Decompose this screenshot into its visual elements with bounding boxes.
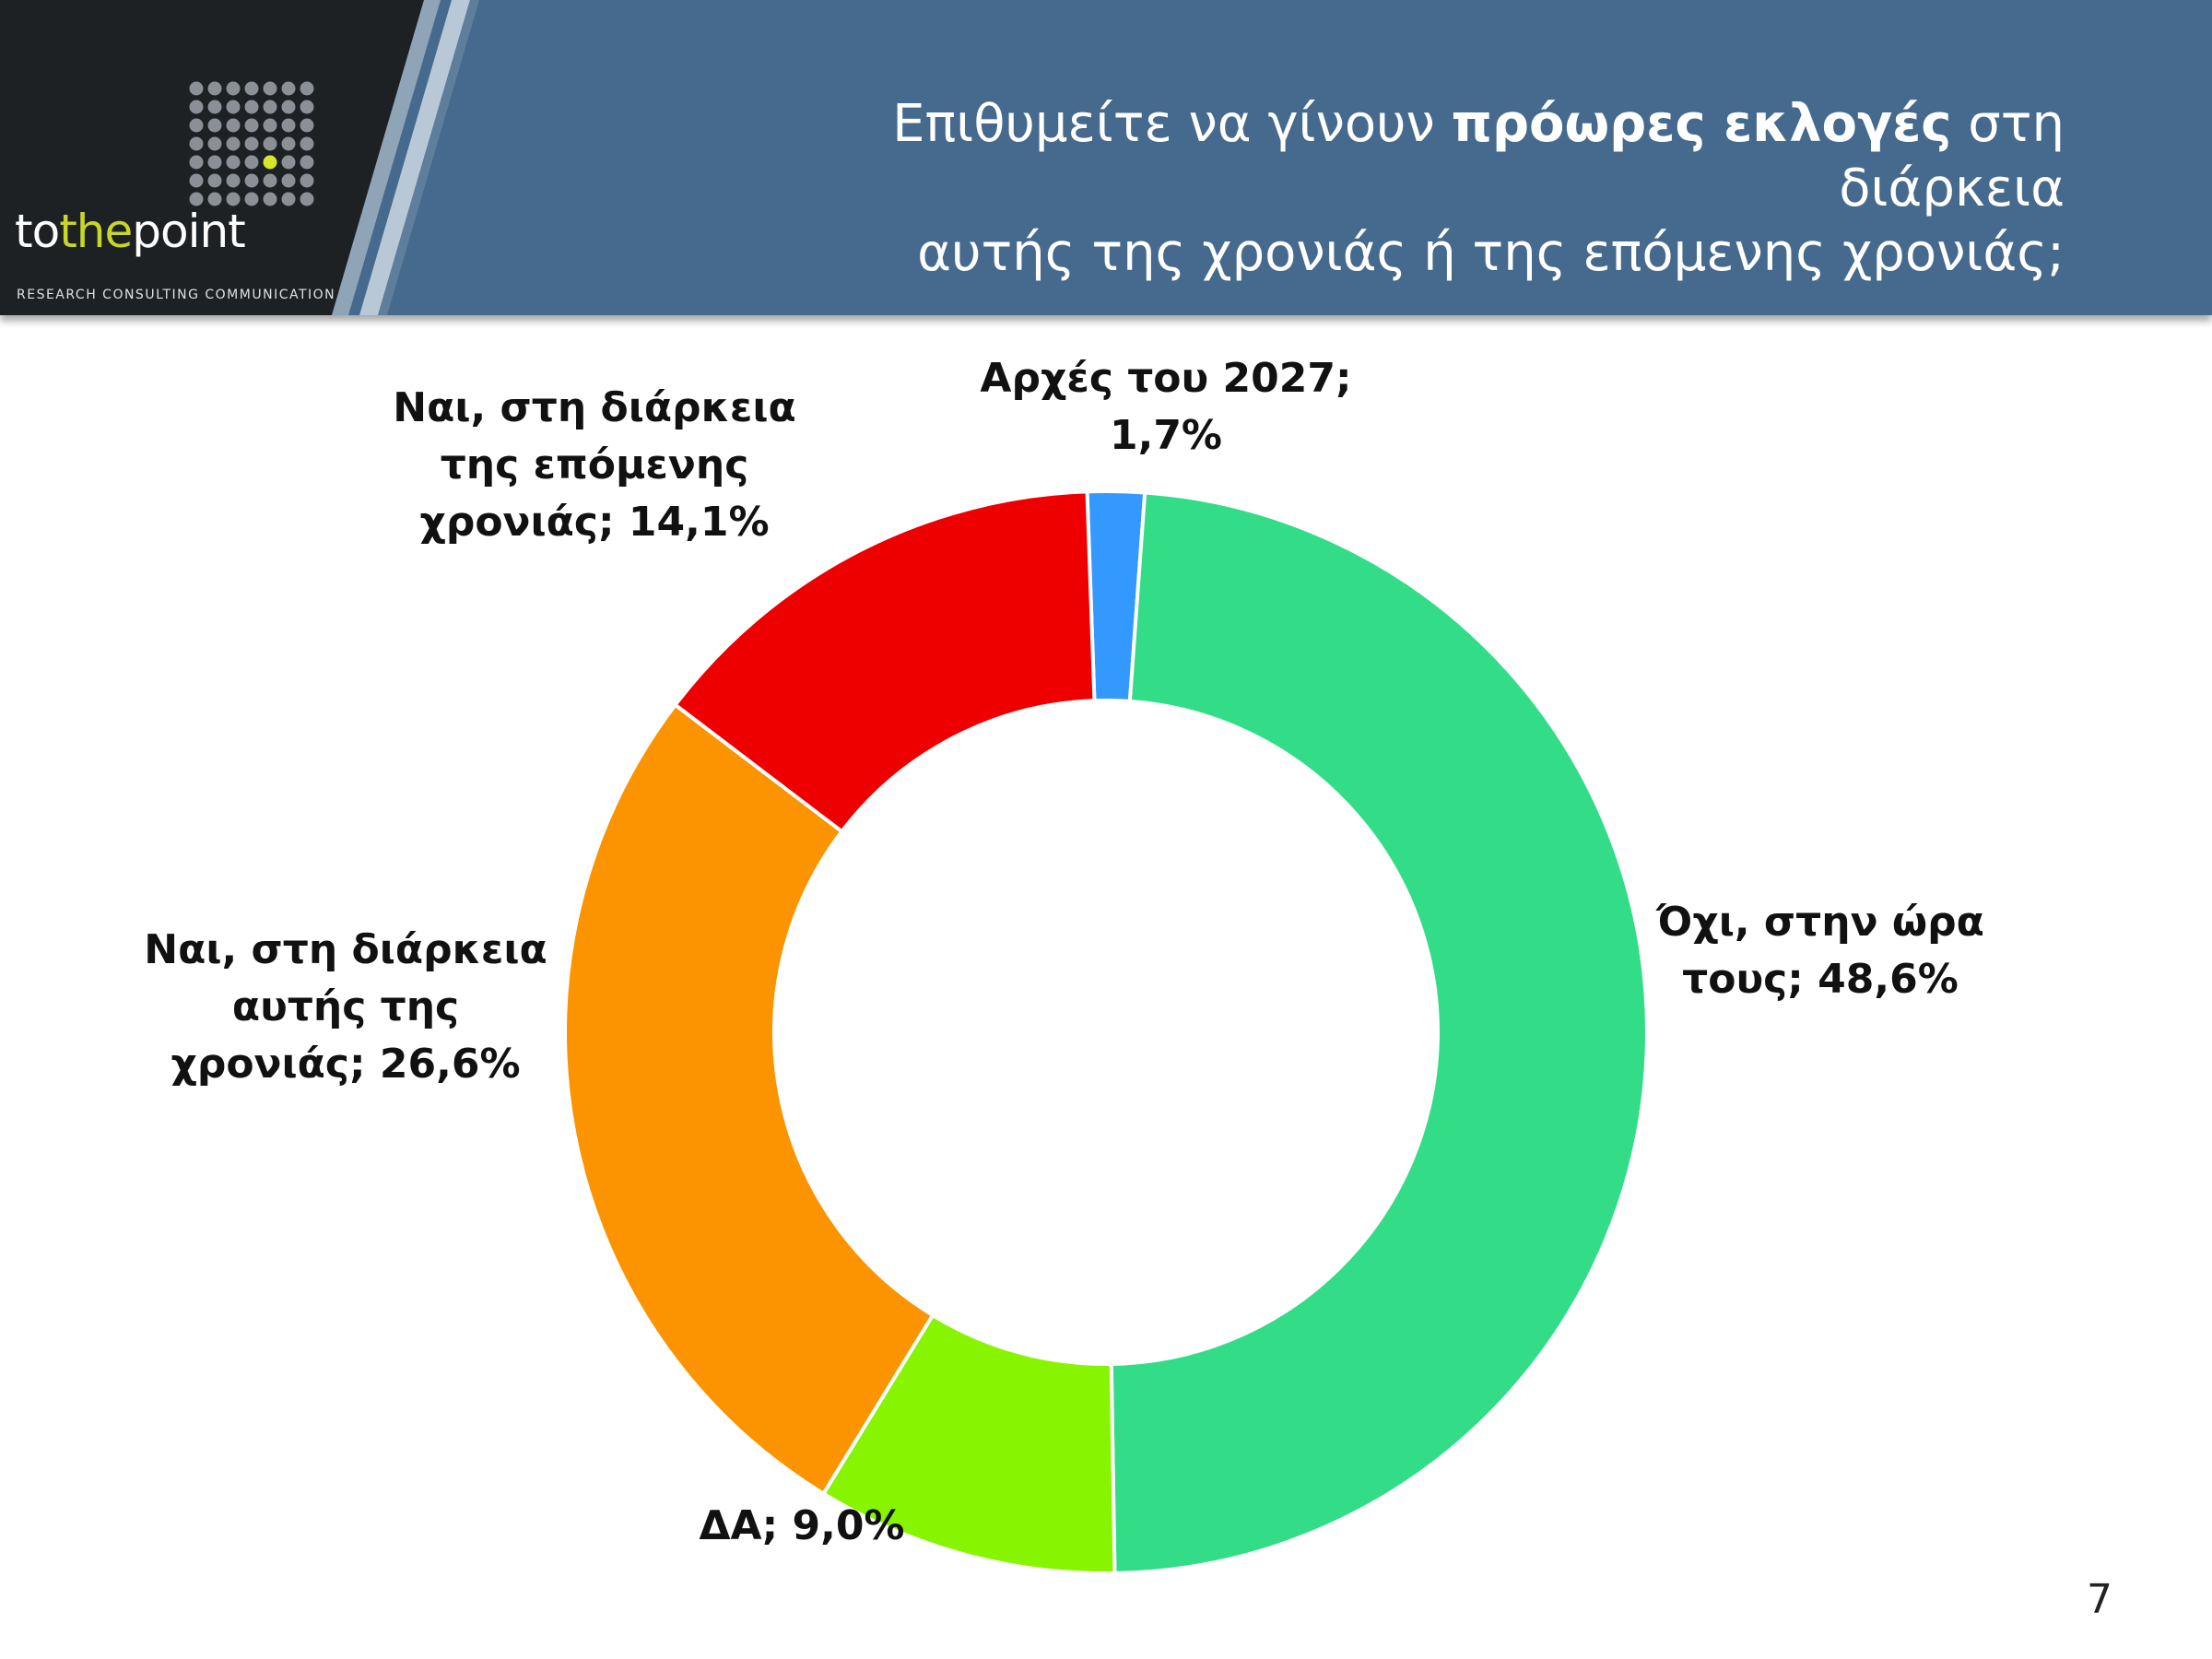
logo-dot bbox=[207, 192, 222, 206]
label-nai-this-year: Ναι, στη διάρκεια αυτής της χρονιάς; 26,… bbox=[129, 922, 562, 1093]
page-number: 7 bbox=[2087, 1576, 2112, 1623]
logo-dot bbox=[189, 118, 204, 133]
label-da-line1: ΔΑ; 9,0% bbox=[699, 1502, 905, 1549]
logo-dot bbox=[300, 118, 314, 133]
logo-dot bbox=[244, 136, 259, 151]
label-arches-line2: 1,7% bbox=[1109, 412, 1223, 459]
brand-part-point: point bbox=[132, 205, 246, 258]
logo-dot bbox=[207, 100, 222, 114]
logo-dot bbox=[300, 192, 314, 206]
label-nai-this-line2: αυτής της bbox=[231, 983, 460, 1030]
logo-dot bbox=[189, 192, 204, 206]
logo-dot bbox=[300, 155, 314, 170]
logo-dot bbox=[189, 173, 204, 188]
label-nai-next-year: Ναι, στη διάρκεια της επόμενης χρονιάς; … bbox=[369, 380, 820, 551]
label-nai-this-line3: χρονιάς; 26,6% bbox=[171, 1041, 521, 1088]
title-bold-text: πρόωρες εκλογές bbox=[1451, 94, 1952, 154]
label-arches-line1: Αρχές του 2027; bbox=[980, 355, 1352, 402]
logo-dot bbox=[189, 100, 204, 114]
logo-dot bbox=[244, 173, 259, 188]
logo-dot bbox=[226, 118, 241, 133]
logo-dot bbox=[281, 173, 296, 188]
logo-dot bbox=[244, 192, 259, 206]
label-nai-next-line2: της επόμενης bbox=[440, 441, 749, 488]
logo-dot bbox=[300, 100, 314, 114]
header-bar: tothepoint RESEARCH CONSULTING COMMUNICA… bbox=[0, 0, 2212, 315]
logo-dot bbox=[263, 81, 277, 96]
brand-tagline: RESEARCH CONSULTING COMMUNICATION bbox=[17, 288, 336, 302]
label-ochi: Όχι, στην ώρα τους; 48,6% bbox=[1622, 894, 2018, 1008]
logo-dot bbox=[263, 118, 277, 133]
logo-highlight-dot bbox=[263, 155, 277, 170]
logo-dot bbox=[207, 173, 222, 188]
label-nai-next-line3: χρονιάς; 14,1% bbox=[419, 499, 770, 546]
logo-dot bbox=[189, 81, 204, 96]
logo-dot bbox=[189, 136, 204, 151]
logo-dot bbox=[263, 136, 277, 151]
label-ochi-line2: τους; 48,6% bbox=[1682, 956, 1959, 1003]
logo-dot bbox=[244, 81, 259, 96]
logo-dot bbox=[300, 173, 314, 188]
label-ochi-line1: Όχι, στην ώρα bbox=[1656, 899, 1984, 946]
logo-dot bbox=[263, 100, 277, 114]
logo-dot bbox=[281, 118, 296, 133]
page-title: Επιθυμείτε να γίνουν πρόωρες εκλογές στη… bbox=[682, 92, 2065, 286]
logo-dot bbox=[281, 81, 296, 96]
logo-dot bbox=[281, 136, 296, 151]
logo-dot bbox=[189, 155, 204, 170]
logo-dot bbox=[281, 155, 296, 170]
logo-dot bbox=[226, 100, 241, 114]
logo-dot bbox=[300, 136, 314, 151]
logo-dot bbox=[207, 81, 222, 96]
logo-dot bbox=[244, 155, 259, 170]
logo-dot bbox=[207, 118, 222, 133]
logo-dot bbox=[263, 192, 277, 206]
logo-dot bbox=[244, 100, 259, 114]
dots-logo-icon bbox=[189, 81, 314, 206]
logo-dot bbox=[300, 81, 314, 96]
logo-dot bbox=[226, 173, 241, 188]
logo-dot bbox=[281, 100, 296, 114]
logo-dot bbox=[244, 118, 259, 133]
label-nai-this-line1: Ναι, στη διάρκεια bbox=[144, 926, 547, 973]
logo-dot bbox=[226, 136, 241, 151]
title-text-1: Επιθυμείτε να γίνουν bbox=[892, 94, 1452, 154]
donut-slice-1 bbox=[1109, 490, 1649, 1575]
logo-dot bbox=[281, 192, 296, 206]
logo-dot bbox=[263, 173, 277, 188]
logo-dot bbox=[226, 155, 241, 170]
brand-part-the: the bbox=[59, 205, 133, 258]
donut-slice-4 bbox=[672, 489, 1097, 834]
brand-part-to: to bbox=[15, 205, 60, 258]
title-text-line2: αυτής της χρονιάς ή της επόμενης χρονιάς… bbox=[917, 223, 2065, 283]
logo-dot bbox=[226, 192, 241, 206]
donut-slice-3 bbox=[562, 701, 935, 1497]
logo-dot bbox=[207, 155, 222, 170]
label-da: ΔΑ; 9,0% bbox=[664, 1498, 940, 1555]
brand-logo: tothepoint bbox=[15, 205, 246, 269]
logo-dot bbox=[207, 136, 222, 151]
label-nai-next-line1: Ναι, στη διάρκεια bbox=[393, 384, 796, 431]
label-arches-2027: Αρχές του 2027; 1,7% bbox=[959, 350, 1373, 465]
title-text-2: στη διάρκεια bbox=[1839, 94, 2065, 218]
logo-dot bbox=[226, 81, 241, 96]
